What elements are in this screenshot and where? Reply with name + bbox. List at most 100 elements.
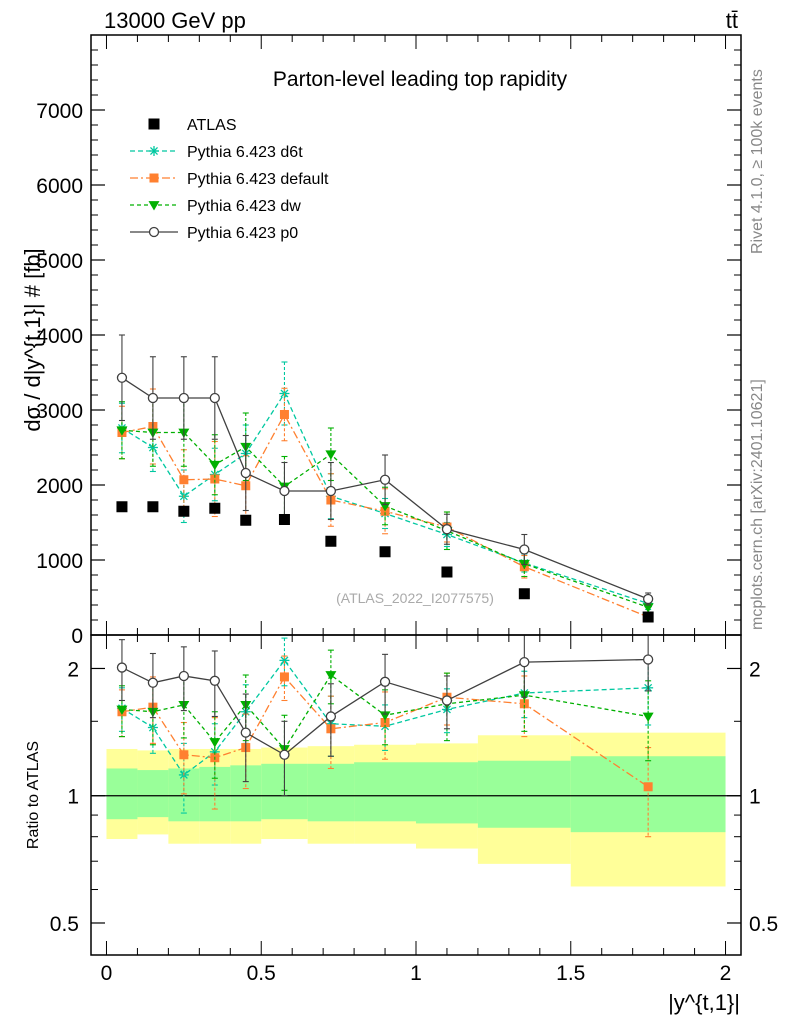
- data-point-ATLAS: [178, 505, 190, 517]
- data-point-p0: [178, 392, 190, 404]
- legend-entry-default: Pythia 6.423 default: [130, 171, 329, 188]
- ratio-point-p0: [519, 657, 530, 668]
- ratio-point-p0: [116, 662, 128, 673]
- data-point-ATLAS: [209, 502, 221, 514]
- ratio-point-default: [279, 672, 289, 682]
- y-tick-label: 7000: [36, 100, 83, 123]
- ratio-point-p0: [441, 695, 453, 706]
- x-tick-label: 2: [720, 962, 732, 985]
- ratio-plot-content: [91, 635, 741, 887]
- main-panel: 0 1000 2000 3000 4000 5000 6000 7000 Parton-lev…: [20, 34, 742, 648]
- ratio-point-p0: [178, 670, 190, 682]
- ratio-point-p0: [147, 677, 159, 688]
- legend-marker-d6t: [149, 146, 159, 156]
- y-tick-label: 3000: [36, 400, 83, 423]
- data-point-ATLAS: [116, 501, 128, 513]
- chart-title: Parton-level leading top rapidity: [273, 68, 568, 91]
- data-point-ATLAS: [642, 611, 654, 623]
- legend-label-d6t: Pythia 6.423 d6t: [187, 144, 303, 161]
- data-point-dw: [209, 460, 221, 471]
- data-point-ATLAS: [518, 588, 530, 600]
- uncertainty-band-inner: [477, 760, 571, 828]
- legend-label-default: Pythia 6.423 default: [187, 171, 329, 188]
- data-point-ATLAS: [379, 546, 391, 558]
- data-point-p0: [279, 485, 290, 497]
- legend-entry-dw: Pythia 6.423 dw: [130, 198, 301, 215]
- data-point-p0: [116, 372, 128, 383]
- process-label: tt̄: [726, 8, 738, 33]
- legend-label-dw: Pythia 6.423 dw: [187, 198, 301, 215]
- data-point-dw: [325, 450, 337, 460]
- uncertainty-band-inner: [106, 768, 138, 820]
- ratio-line-default: [121, 675, 649, 788]
- y-tick-label: 0: [71, 625, 83, 648]
- uncertainty-band-inner: [307, 763, 355, 822]
- y-tick-label: 6000: [36, 175, 83, 198]
- data-point-ATLAS: [325, 535, 337, 547]
- legend-marker-default: [149, 173, 159, 183]
- ratio-y-tick-label: 1: [67, 786, 79, 809]
- ratio-y-tick-label: 2: [67, 658, 79, 681]
- ratio-error-bar-d6t: [281, 637, 288, 687]
- ratio-y-tick-label-right: 1: [749, 786, 761, 809]
- data-point-ATLAS: [278, 514, 290, 525]
- ratio-point-default: [519, 699, 529, 709]
- y-tick-label: 5000: [36, 250, 83, 273]
- y-tick-label: 2000: [36, 475, 83, 498]
- ratio-axis-ticks: 0.5 0.5 1 1 2 2 0 0.5 1 1.5 2: [50, 635, 778, 985]
- energy-label: 13000 GeV pp: [104, 8, 246, 33]
- ratio-point-p0: [240, 727, 251, 738]
- ratio-error-bar-p0: [242, 693, 249, 783]
- legend-entry-ATLAS: ATLAS: [148, 117, 237, 134]
- data-point-p0: [147, 392, 159, 404]
- data-point-p0: [325, 485, 337, 497]
- ratio-panel: 0.5 0.5 1 1 2 2 0 0.5 1 1.5 2 Ratio to ATLAS: [25, 634, 778, 985]
- data-point-ATLAS: [240, 514, 252, 526]
- data-point-default: [179, 475, 189, 485]
- legend-entry-d6t: Pythia 6.423 d6t: [130, 144, 303, 161]
- y-tick-label: 1000: [36, 550, 83, 573]
- ratio-y-tick-label-right: 2: [749, 658, 761, 681]
- data-point-ATLAS: [441, 566, 453, 578]
- data-point-ATLAS: [147, 501, 159, 513]
- legend: ATLAS Pythia 6.423 d6t Pythia 6.423 defaul…: [130, 117, 329, 242]
- ratio-point-dw: [325, 671, 337, 681]
- x-axis-label: |y^{t,1}|: [668, 990, 740, 1015]
- ratio-point-p0: [209, 675, 220, 686]
- rivet-label: Rivet 4.1.0, ≥ 100k events: [749, 69, 766, 254]
- ratio-point-default: [643, 782, 653, 792]
- ratio-point-default: [179, 750, 189, 760]
- ratio-y-tick-label: 0.5: [50, 913, 79, 936]
- ratio-line-d6t: [121, 659, 649, 776]
- main-axis-ticks: 0 1000 2000 3000 4000 5000 6000 7000: [36, 35, 741, 648]
- ratio-point-p0: [325, 711, 337, 722]
- series-ATLAS: [116, 501, 654, 623]
- ratio-point-p0: [279, 749, 290, 760]
- series-p0: [116, 334, 654, 606]
- ratio-point-p0: [379, 676, 391, 687]
- legend-entry-p0: Pythia 6.423 p0: [130, 225, 298, 242]
- ratio-point-dw: [209, 738, 221, 748]
- ratio-y-tick-label-right: 0.5: [749, 913, 778, 936]
- data-point-default: [279, 410, 289, 419]
- data-point-p0: [441, 524, 453, 535]
- uncertainty-band-inner: [137, 770, 169, 818]
- data-point-p0: [642, 593, 654, 605]
- legend-marker-ATLAS: [148, 118, 160, 130]
- legend-marker-p0: [148, 226, 160, 238]
- data-point-p0: [240, 467, 251, 479]
- x-tick-label: 0: [101, 962, 113, 985]
- y-tick-label: 4000: [36, 325, 83, 348]
- data-point-p0: [519, 544, 530, 555]
- ratio-y-axis-label: Ratio to ATLAS: [25, 741, 42, 849]
- series-dw: [116, 398, 654, 614]
- legend-marker-dw: [148, 201, 160, 211]
- data-point-p0: [209, 392, 220, 404]
- legend-label-ATLAS: ATLAS: [187, 117, 237, 134]
- main-y-axis-label: dσ / d|y^{t,1}| # [fb]: [20, 248, 45, 431]
- x-tick-label: 1: [410, 962, 422, 985]
- x-tick-label: 0.5: [247, 962, 276, 985]
- main-plot-content: [116, 334, 654, 623]
- x-tick-label: 1.5: [556, 962, 585, 985]
